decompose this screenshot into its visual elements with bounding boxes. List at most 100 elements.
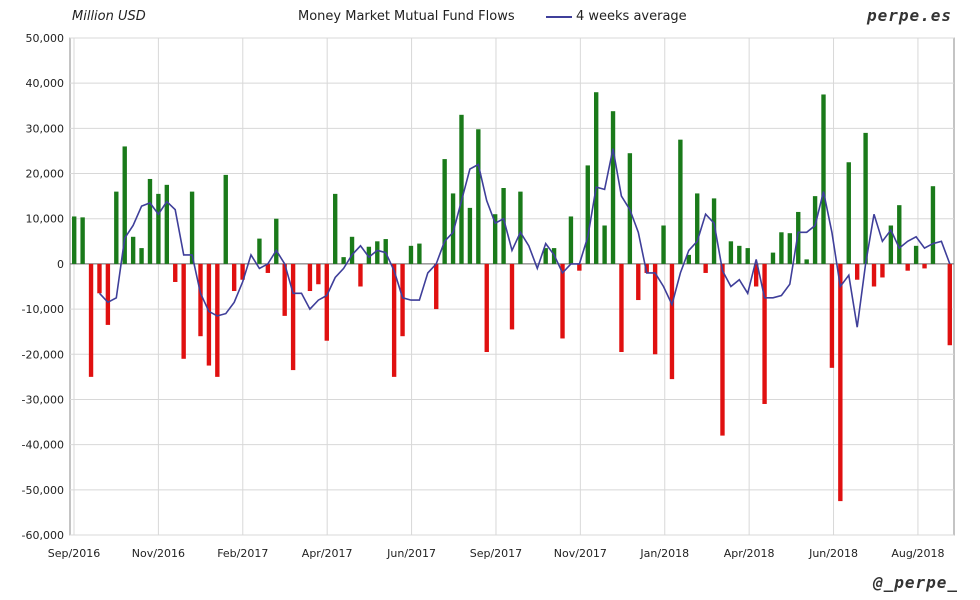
unit-label: Million USD <box>72 9 146 24</box>
flow-bar <box>282 263 287 316</box>
flow-bar <box>88 263 94 377</box>
flow-bar <box>829 263 835 368</box>
flow-bar <box>703 263 708 273</box>
flow-bar <box>737 245 742 264</box>
flow-bar <box>375 241 380 264</box>
flow-bar <box>585 165 590 264</box>
flow-bar <box>678 139 683 264</box>
flow-bar <box>366 246 372 264</box>
flow-bar <box>459 114 464 264</box>
flow-bar <box>307 263 313 292</box>
flow-bar <box>602 225 607 264</box>
y-tick-label: 40,000 <box>26 77 65 90</box>
flow-bar <box>164 184 170 264</box>
flow-bar <box>728 241 734 264</box>
flow-bar <box>130 236 136 264</box>
flow-bar <box>753 263 759 287</box>
flow-bar <box>476 129 481 264</box>
y-tick-label: -30,000 <box>22 393 64 406</box>
flow-bar <box>652 263 658 355</box>
flow-bar <box>930 186 936 264</box>
x-tick-label: Apr/2017 <box>302 547 353 560</box>
legend-label: 4 weeks average <box>576 9 687 24</box>
x-tick-label: Aug/2018 <box>891 547 944 560</box>
flow-bar <box>206 263 212 366</box>
flow-bar <box>324 263 329 341</box>
flow-bar <box>560 263 565 339</box>
flow-bar <box>821 94 826 264</box>
x-tick-label: Nov/2016 <box>132 547 185 560</box>
flow-bar <box>316 263 321 285</box>
y-tick-label: 20,000 <box>26 168 65 181</box>
y-tick-label: -60,000 <box>22 529 64 542</box>
flow-bar <box>333 193 338 264</box>
grid-lines <box>70 37 954 536</box>
y-tick-label: -20,000 <box>22 348 64 361</box>
y-tick-label: 50,000 <box>26 32 65 45</box>
flow-bar <box>644 263 649 273</box>
flow-bar <box>147 178 153 264</box>
flow-bar <box>745 248 750 264</box>
y-tick-label: -40,000 <box>22 439 64 452</box>
flow-bar <box>871 263 877 287</box>
x-tick-label: Sep/2016 <box>48 547 100 560</box>
flow-bar <box>72 216 77 264</box>
legend-line-swatch <box>546 15 572 18</box>
x-tick-label: Jan/2018 <box>639 547 689 560</box>
average-line <box>98 148 951 328</box>
flow-bar <box>400 263 405 337</box>
chart-title: Money Market Mutual Fund Flows <box>298 9 515 24</box>
flow-bar <box>467 207 473 264</box>
flow-bar <box>947 263 952 346</box>
flow-bar <box>711 198 717 264</box>
flow-bar <box>223 174 228 264</box>
flow-bar <box>854 263 860 280</box>
flow-bar <box>905 263 910 271</box>
y-axis-ticks: 50,000 40,000 30,000 20,000 10,000 0 -10,000 -2… <box>22 32 64 542</box>
flow-bar <box>897 205 902 264</box>
flow-bar <box>863 132 868 264</box>
flow-bar <box>812 196 818 264</box>
flow-bar <box>720 263 725 436</box>
flow-bar <box>408 245 414 264</box>
y-tick-label: -50,000 <box>22 484 64 497</box>
flow-bar <box>391 263 397 377</box>
flow-bar <box>888 225 894 264</box>
legend: 4 weeks average <box>546 9 687 24</box>
flow-bar <box>695 193 700 264</box>
x-tick-label: Sep/2017 <box>470 547 522 560</box>
flow-bar <box>265 263 271 273</box>
flow-bar <box>349 236 355 264</box>
flow-bar <box>804 259 809 264</box>
flow-bar <box>686 254 691 264</box>
flow-bar <box>198 263 203 337</box>
flow-bar <box>181 263 186 359</box>
y-tick-label: 30,000 <box>26 122 65 135</box>
flow-bar <box>846 162 851 264</box>
flow-bar <box>274 218 279 264</box>
flow-bar <box>787 233 793 264</box>
flow-bar <box>779 232 784 264</box>
flow-bar <box>105 263 111 325</box>
flow-bar <box>661 225 666 264</box>
flow-bar <box>762 263 767 404</box>
flow-bar <box>383 239 388 264</box>
flow-bar <box>880 263 885 278</box>
y-tick-label: 0 <box>57 258 64 271</box>
flow-bar <box>543 248 548 264</box>
flow-bars <box>72 92 952 502</box>
flow-bar <box>240 263 245 280</box>
average-line-group <box>98 148 951 328</box>
flow-bar <box>139 248 144 264</box>
flow-bar <box>484 263 489 353</box>
flow-bar <box>97 263 102 294</box>
flow-bar <box>619 263 624 353</box>
flow-bar <box>796 211 801 264</box>
flow-bar <box>122 146 127 264</box>
flow-bar <box>173 263 178 282</box>
flow-bar <box>577 263 582 271</box>
flow-bar <box>450 193 456 264</box>
flow-bar <box>509 263 515 330</box>
brand-watermark: perpe.es <box>866 6 952 25</box>
